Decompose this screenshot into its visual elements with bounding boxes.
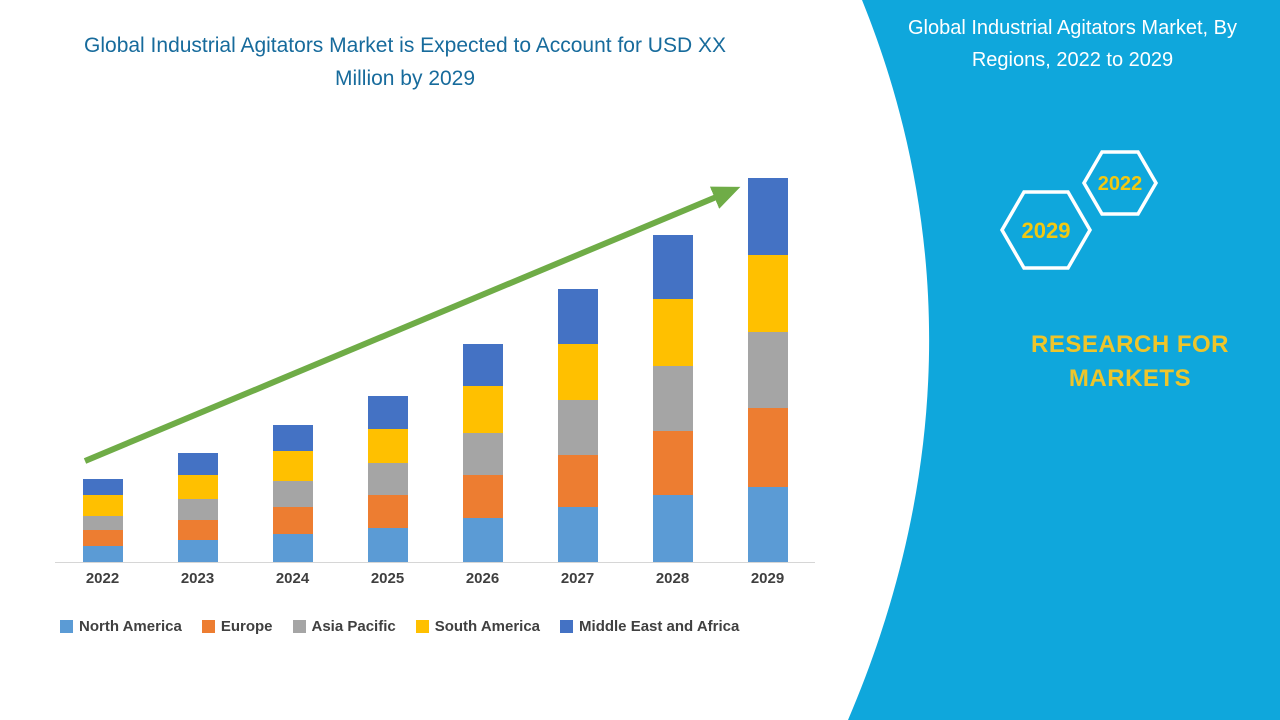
segment-2024-south-america xyxy=(272,450,313,482)
segment-2025-asia-pacific xyxy=(367,462,408,496)
segment-2023-europe xyxy=(177,519,218,540)
bar-column-2024 xyxy=(245,178,340,562)
legend-item-asia-pacific: Asia Pacific xyxy=(292,618,396,635)
stacked-bar-2027 xyxy=(557,289,598,562)
legend-item-south-america: South America xyxy=(415,618,541,635)
segment-2022-middle-east-and-africa xyxy=(82,479,123,496)
segment-2028-north-america xyxy=(652,495,693,562)
stacked-bar-2029 xyxy=(747,178,788,562)
segment-2029-south-america xyxy=(747,254,788,332)
segment-2027-asia-pacific xyxy=(557,400,598,455)
segment-2026-asia-pacific xyxy=(462,432,503,476)
bar-column-2023 xyxy=(150,178,245,562)
legend-item-north-america: North America xyxy=(60,618,182,635)
segment-2023-south-america xyxy=(177,475,218,500)
x-axis-label-2022: 2022 xyxy=(85,570,120,587)
segment-2029-middle-east-and-africa xyxy=(747,178,788,255)
segment-2029-europe xyxy=(747,408,788,488)
segment-2028-asia-pacific xyxy=(652,365,693,431)
segment-2028-middle-east-and-africa xyxy=(652,234,693,300)
segment-2027-europe xyxy=(557,454,598,508)
legend-label: Middle East and Africa xyxy=(579,618,740,635)
stacked-bar-2023 xyxy=(177,452,218,562)
legend-label: South America xyxy=(434,618,541,635)
x-axis-label-2026: 2026 xyxy=(465,570,500,587)
x-axis-label-2023: 2023 xyxy=(180,570,215,587)
legend-swatch xyxy=(560,620,574,633)
stacked-bar-2026 xyxy=(462,343,503,562)
hexagon-2029-label: 2029 xyxy=(1022,218,1071,243)
segment-2022-north-america xyxy=(82,545,123,562)
bar-column-2025 xyxy=(340,178,435,562)
segment-2023-middle-east-and-africa xyxy=(177,452,218,476)
bar-column-2029 xyxy=(720,178,815,562)
legend-swatch xyxy=(415,620,429,633)
bar-column-2028 xyxy=(625,178,720,562)
hexagon-2029 xyxy=(999,190,1093,270)
segment-2024-europe xyxy=(272,507,313,534)
segment-2027-north-america xyxy=(557,507,598,562)
x-axis-label-2028: 2028 xyxy=(655,570,690,587)
chart-plot-area xyxy=(55,178,815,563)
segment-2029-north-america xyxy=(747,487,788,562)
chart-title: Global Industrial Agitators Market is Ex… xyxy=(84,34,726,90)
segment-2026-north-america xyxy=(462,517,503,562)
segment-2029-asia-pacific xyxy=(747,331,788,409)
segment-2024-north-america xyxy=(272,533,313,562)
x-axis-label-2027: 2027 xyxy=(560,570,595,587)
x-axis-labels: 2022 2023 2024 2025 2026 2027 2028 2029 xyxy=(55,570,815,587)
legend-label: North America xyxy=(79,618,182,635)
bar-column-2027 xyxy=(530,178,625,562)
year-hexagons: 2029 2022 xyxy=(999,150,1159,270)
segment-2028-europe xyxy=(652,430,693,496)
legend-item-middle-east-and-africa: Middle East and Africa xyxy=(560,618,739,635)
legend-item-europe: Europe xyxy=(201,618,273,635)
right-panel-title: Global Industrial Agitators Market, By R… xyxy=(907,17,1238,71)
stacked-bar-2024 xyxy=(272,424,313,562)
stacked-bars xyxy=(55,178,815,562)
legend-label: Asia Pacific xyxy=(311,618,396,635)
segment-2022-europe xyxy=(82,529,123,546)
hexagon-2022 xyxy=(1081,150,1159,216)
segment-2025-north-america xyxy=(367,527,408,562)
legend-label: Europe xyxy=(220,618,273,635)
chart-legend: North America Europe Asia Pacific South Ame… xyxy=(60,618,840,635)
segment-2025-middle-east-and-africa xyxy=(367,396,408,429)
segment-2024-middle-east-and-africa xyxy=(272,424,313,451)
legend-swatch xyxy=(201,620,215,633)
segment-2028-south-america xyxy=(652,299,693,366)
bar-column-2026 xyxy=(435,178,530,562)
segment-2027-middle-east-and-africa xyxy=(557,289,598,344)
stacked-bar-2028 xyxy=(652,234,693,562)
stacked-bar-2025 xyxy=(367,396,408,562)
hexagon-2022-label: 2022 xyxy=(1098,173,1143,195)
segment-2026-middle-east-and-africa xyxy=(462,343,503,387)
segment-2023-asia-pacific xyxy=(177,499,218,520)
x-axis-label-2029: 2029 xyxy=(750,570,785,587)
segment-2023-north-america xyxy=(177,539,218,562)
segment-2026-europe xyxy=(462,475,503,518)
x-axis-label-2024: 2024 xyxy=(275,570,310,587)
brand-text: RESEARCH FOR MARKETS xyxy=(1030,331,1229,392)
segment-2022-asia-pacific xyxy=(82,515,123,530)
legend-swatch xyxy=(292,620,306,633)
segment-2024-asia-pacific xyxy=(272,481,313,508)
legend-swatch xyxy=(60,620,73,633)
bar-column-2022 xyxy=(55,178,150,562)
stacked-bar-2022 xyxy=(82,479,123,562)
segment-2025-europe xyxy=(367,495,408,528)
x-axis-label-2025: 2025 xyxy=(370,570,405,587)
segment-2022-south-america xyxy=(82,495,123,516)
segment-2026-south-america xyxy=(462,386,503,433)
segment-2027-south-america xyxy=(557,343,598,401)
segment-2025-south-america xyxy=(367,428,408,463)
